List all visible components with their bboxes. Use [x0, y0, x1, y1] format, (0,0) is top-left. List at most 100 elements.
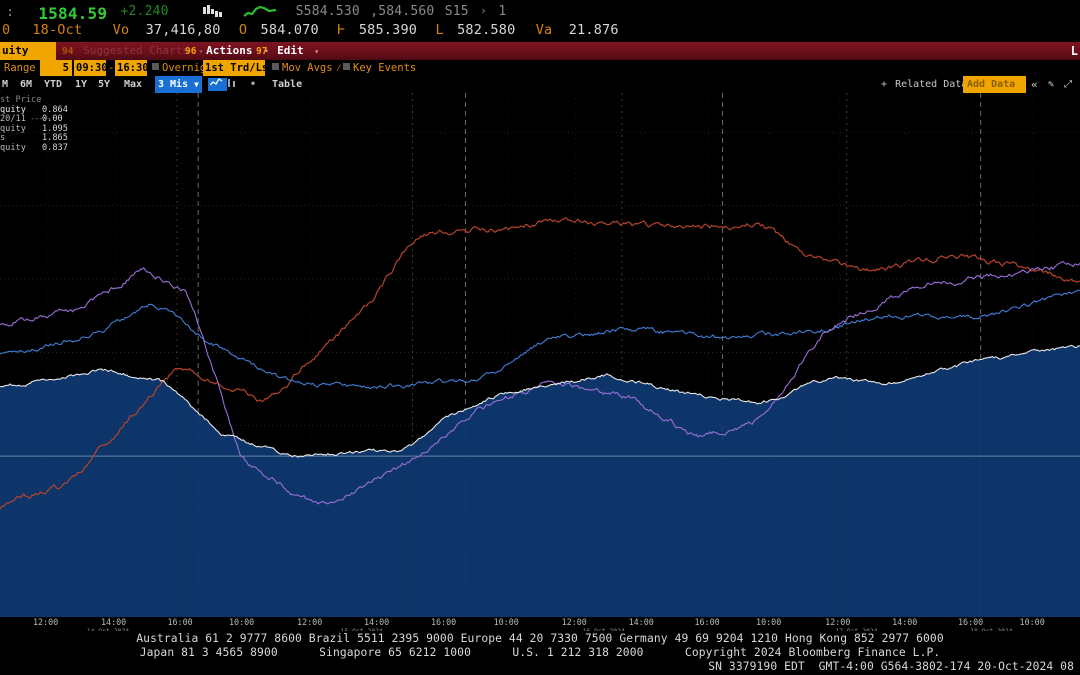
range-label: Range: [4, 62, 36, 74]
expand-panel-icon[interactable]: ⤢: [1064, 79, 1072, 90]
suggested-charts-label: Suggested Charts: [83, 44, 190, 57]
x-tick-label: 10:00: [229, 617, 255, 627]
line-chart-type-icon[interactable]: [208, 78, 227, 91]
x-tick-label: 14:00: [892, 617, 918, 627]
actions-label: Actions: [206, 44, 253, 57]
x-tick-label: 16:00: [167, 617, 193, 627]
legend-name-3: s: [0, 133, 6, 144]
time-start-input[interactable]: 09:30: [74, 60, 108, 76]
overnight-checkbox-icon[interactable]: [152, 63, 159, 70]
chart-svg: [0, 93, 1080, 617]
add-data-button[interactable]: Add Data: [963, 76, 1026, 93]
mov-avgs-label: Mov Avgs: [282, 62, 333, 74]
interval-chevron-down-icon[interactable]: ▼: [191, 76, 202, 93]
volume-label: Vo: [112, 22, 130, 38]
va-value: 21.876: [568, 22, 619, 38]
size-separator: ›: [480, 4, 487, 17]
edit-chevron-down-icon: ▾: [314, 47, 320, 56]
x-tick-label: 10:00: [1019, 617, 1045, 627]
tab-1m[interactable]: M: [2, 79, 9, 90]
menu-edit[interactable]: 97 Edit ▾: [256, 42, 319, 60]
x-tick-label: 16:00: [958, 617, 984, 627]
suggested-charts-number: 94: [62, 46, 74, 57]
footer-contacts-line2: Japan 81 3 4565 8900 Singapore 65 6212 1…: [139, 646, 941, 659]
tab-5y[interactable]: 5Y: [98, 79, 111, 90]
x-tick-label: 16:00: [694, 617, 720, 627]
actions-number: 96: [185, 46, 197, 57]
legend-dash-1: -----: [30, 114, 52, 125]
key-events-label: Key Events: [353, 62, 417, 74]
mov-avgs-toggle[interactable]: Mov Avgs ⁄: [272, 60, 342, 76]
va-label: Va: [535, 22, 553, 38]
chevron-down-icon: ▾: [198, 47, 204, 56]
tab-1y[interactable]: 1Y: [75, 79, 88, 90]
time-end-input[interactable]: 16:30: [115, 60, 149, 76]
price-change: +2.240: [120, 4, 169, 19]
menu-suggested-charts[interactable]: 94 Suggested Charts ▾: [62, 42, 204, 60]
volume-value: 37,416,80: [145, 22, 221, 38]
chart-plot-area[interactable]: [0, 93, 1080, 617]
low-value: 582.580: [457, 22, 516, 38]
bid-price: S584.530: [295, 4, 360, 19]
key-events-checkbox-icon[interactable]: [343, 63, 350, 70]
x-tick-label: 12:00: [825, 617, 851, 627]
x-tick-label: 12:00: [561, 617, 587, 627]
menu-actions[interactable]: 96 Actions •: [185, 42, 269, 60]
range-days-input[interactable]: 5: [40, 60, 72, 76]
terminal-footer: Australia 61 2 9777 8600 Brazil 5511 239…: [0, 631, 1080, 675]
tabs-dot-icon: •: [250, 79, 257, 90]
tab-6m[interactable]: 6M: [20, 79, 33, 90]
ask-size: 1: [498, 4, 507, 19]
security-field[interactable]: uity: [0, 42, 56, 60]
legend-value-1: 0.00: [42, 114, 63, 125]
menu-right-indicator: L: [1070, 44, 1078, 58]
x-tick-label: 12:00: [297, 617, 323, 627]
x-tick-label: 14:00: [628, 617, 654, 627]
actions-dot-icon: •: [264, 47, 269, 56]
bar-chart-type-icon[interactable]: [227, 78, 238, 91]
time-range-dash: -: [108, 62, 115, 74]
main-menu-bar: uity 94 Suggested Charts ▾ 96 Actions • …: [0, 42, 1080, 60]
timeframe-toolbar: M 6M YTD 1Y 5Y Max 3 Mis ▼ • Table + Rel…: [0, 76, 1080, 93]
open-value: 584.070: [260, 22, 319, 38]
quote-date: 18-Oct: [32, 22, 83, 38]
tab-max[interactable]: Max: [124, 79, 143, 90]
edit-number: 97: [256, 46, 268, 57]
ask-price: ,584.560: [370, 4, 435, 19]
interval-selector[interactable]: 3 Mis: [155, 76, 191, 93]
x-tick-label: 10:00: [493, 617, 519, 627]
legend-name-2: quity: [0, 123, 26, 134]
range-toolbar: Range 5 09:30 - 16:30 Overnight 1st Trd/…: [0, 60, 1080, 76]
legend-name-1: 20/11: [0, 114, 26, 125]
x-tick-label: 14:00: [364, 617, 390, 627]
trade-price-chip[interactable]: 1st Trd/Lst P: [203, 60, 288, 76]
high-value: 585.390: [358, 22, 418, 38]
quote-row-ohlc: 0 18-Oct Vo 37,416,80 O 584.070 Ⱶ 585.39…: [0, 22, 619, 38]
quote-row-primary: : 1584.59 +2.240 S584.530 ,584.560 S15: [0, 4, 506, 23]
tab-table[interactable]: Table: [272, 79, 303, 90]
tab-ytd[interactable]: YTD: [44, 79, 63, 90]
legend-value-0: 0.864: [42, 104, 68, 115]
related-data-label: Related Data: [895, 79, 968, 90]
collapse-panel-icon[interactable]: «: [1031, 78, 1038, 91]
x-tick-label: 16:00: [430, 617, 457, 627]
legend-name-4: quity: [0, 142, 26, 153]
legend-value-2: 1.095: [42, 123, 68, 134]
key-events-toggle[interactable]: Key Events: [343, 60, 416, 76]
edit-label: Edit: [277, 44, 304, 57]
high-label: Ⱶ: [337, 22, 346, 38]
bid-size: S15: [444, 4, 469, 19]
mov-avgs-slash-icon: ⁄: [335, 62, 342, 74]
legend-header-label: st Price: [0, 95, 42, 105]
x-tick-label: 10:00: [756, 617, 782, 627]
low-label: L: [435, 22, 444, 38]
bar-chart-icon[interactable]: [203, 4, 227, 20]
edit-pencil-icon[interactable]: ✎: [1048, 79, 1055, 90]
footer-contacts-line1: Australia 61 2 9777 8600 Brazil 5511 239…: [136, 632, 944, 645]
quote-prefix: :: [6, 4, 15, 20]
legend-value-4: 0.837: [42, 142, 68, 153]
quote-header: : 1584.59 +2.240 S584.530 ,584.560 S15: [0, 0, 1080, 42]
mov-avgs-checkbox-icon[interactable]: [272, 63, 279, 70]
line-chart-icon[interactable]: [243, 4, 277, 20]
